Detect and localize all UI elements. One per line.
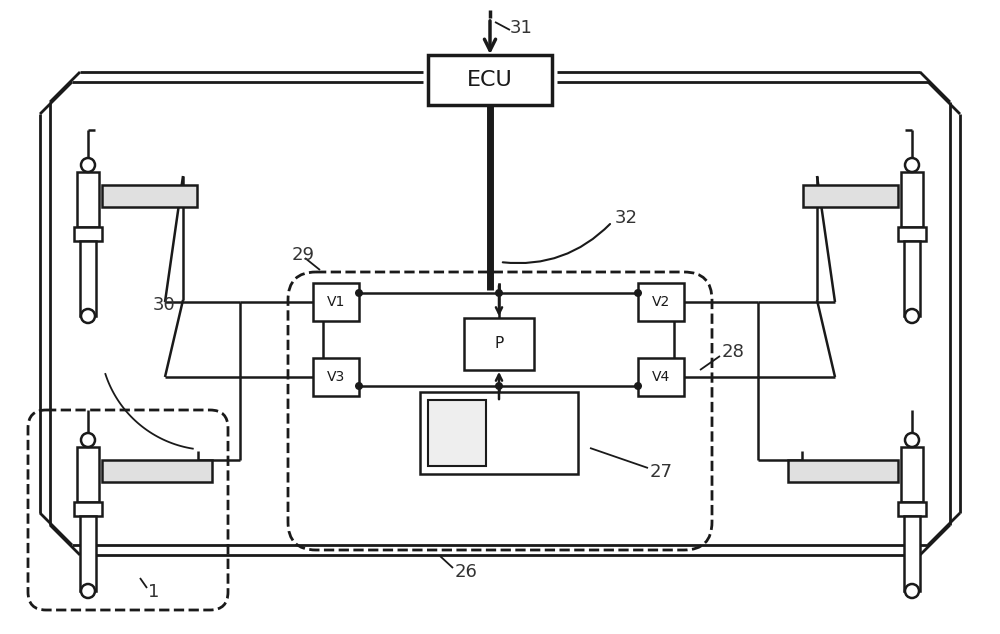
Text: 27: 27 <box>650 463 673 481</box>
Circle shape <box>634 289 642 297</box>
Circle shape <box>81 433 95 447</box>
Circle shape <box>905 433 919 447</box>
Circle shape <box>905 584 919 598</box>
Circle shape <box>634 382 642 390</box>
Circle shape <box>81 158 95 172</box>
Text: 31: 31 <box>510 19 533 37</box>
Bar <box>638 283 684 321</box>
Bar <box>80 241 96 316</box>
Bar <box>898 502 926 516</box>
Text: 1: 1 <box>148 583 159 601</box>
Bar <box>77 172 99 227</box>
Bar <box>904 516 920 591</box>
Bar <box>420 392 578 474</box>
Circle shape <box>355 289 363 297</box>
Bar <box>901 172 923 227</box>
Circle shape <box>495 289 503 297</box>
Bar <box>102 460 212 482</box>
Text: 28: 28 <box>722 343 745 361</box>
Text: V1: V1 <box>327 295 345 309</box>
Bar <box>904 241 920 316</box>
Bar <box>74 227 102 241</box>
Text: 30: 30 <box>153 296 176 314</box>
Circle shape <box>905 158 919 172</box>
Text: V2: V2 <box>652 295 670 309</box>
Circle shape <box>81 309 95 323</box>
Bar <box>638 358 684 396</box>
Circle shape <box>905 309 919 323</box>
Bar <box>898 227 926 241</box>
Text: ECU: ECU <box>467 70 513 90</box>
Text: P: P <box>494 337 504 351</box>
Text: V4: V4 <box>652 370 670 384</box>
Circle shape <box>81 584 95 598</box>
Bar <box>464 318 534 370</box>
Bar <box>77 447 99 502</box>
Text: V3: V3 <box>327 370 345 384</box>
Circle shape <box>355 382 363 390</box>
Bar <box>74 502 102 516</box>
Bar <box>80 516 96 591</box>
Bar <box>102 185 197 207</box>
Bar <box>313 358 359 396</box>
Text: 29: 29 <box>292 246 315 264</box>
Text: 32: 32 <box>615 209 638 227</box>
Bar <box>313 283 359 321</box>
Bar <box>803 185 898 207</box>
Bar <box>788 460 898 482</box>
Bar <box>428 55 552 105</box>
Text: 26: 26 <box>455 563 478 581</box>
Circle shape <box>495 382 503 390</box>
Bar <box>901 447 923 502</box>
Bar <box>428 400 486 466</box>
